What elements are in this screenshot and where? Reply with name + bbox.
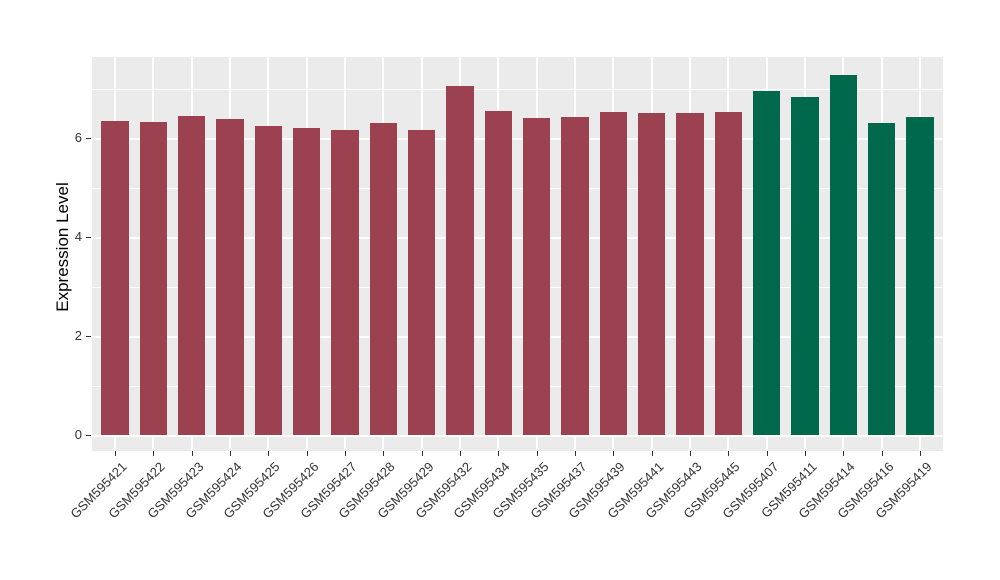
x-tick-mark-GSM595425 xyxy=(268,451,270,456)
major-gridline-y-6 xyxy=(92,137,943,140)
bar-GSM595441 xyxy=(637,113,666,435)
x-tick-mark-GSM595422 xyxy=(153,451,155,456)
bar-GSM595445 xyxy=(714,112,743,435)
minor-gridline-y-3 xyxy=(92,286,943,288)
bar-GSM595421 xyxy=(101,120,129,435)
bar-GSM595419 xyxy=(906,116,934,435)
bar-GSM595414 xyxy=(829,74,858,435)
y-tick-label-6: 6 xyxy=(74,130,82,145)
bar-GSM595443 xyxy=(676,113,704,435)
x-tick-mark-GSM595437 xyxy=(575,451,576,456)
x-tick-mark-GSM595435 xyxy=(536,451,538,456)
bar-GSM595429 xyxy=(407,130,436,435)
bar-GSM595407 xyxy=(752,91,781,435)
x-tick-mark-GSM595439 xyxy=(613,451,615,456)
x-tick-mark-GSM595421 xyxy=(115,451,116,456)
x-tick-mark-GSM595429 xyxy=(421,451,423,456)
x-tick-mark-GSM595419 xyxy=(920,451,921,456)
bar-GSM595435 xyxy=(522,118,551,435)
y-tick-mark-0 xyxy=(86,435,91,436)
x-tick-mark-GSM595414 xyxy=(843,451,845,456)
x-tick-mark-GSM595423 xyxy=(191,451,193,456)
bar-GSM595411 xyxy=(791,97,819,435)
bar-GSM595427 xyxy=(331,130,359,435)
major-gridline-y-4 xyxy=(92,236,943,239)
x-tick-mark-GSM595407 xyxy=(766,451,768,456)
bar-GSM595437 xyxy=(561,116,589,435)
major-gridline-y-2 xyxy=(92,335,943,338)
bar-GSM595422 xyxy=(139,122,168,435)
x-tick-mark-GSM595441 xyxy=(651,451,653,456)
bar-GSM595428 xyxy=(369,122,398,435)
x-tick-mark-GSM595427 xyxy=(345,451,346,456)
minor-gridline-y-1 xyxy=(92,385,943,387)
x-tick-mark-GSM595432 xyxy=(460,451,461,456)
x-tick-mark-GSM595445 xyxy=(728,451,730,456)
bar-GSM595423 xyxy=(177,115,206,435)
minor-gridline-y-7 xyxy=(92,88,943,90)
x-tick-mark-GSM595411 xyxy=(805,451,806,456)
y-tick-label-0: 0 xyxy=(74,427,82,442)
bar-GSM595434 xyxy=(484,111,513,435)
bar-GSM595425 xyxy=(254,126,283,435)
major-gridline-y-0 xyxy=(92,434,943,437)
y-tick-label-4: 4 xyxy=(74,229,82,244)
bar-GSM595424 xyxy=(216,119,244,435)
x-tick-mark-GSM595416 xyxy=(881,451,883,456)
plot-panel xyxy=(92,57,943,451)
y-axis-title: Expression Level xyxy=(53,182,72,312)
y-tick-label-2: 2 xyxy=(74,328,82,343)
minor-gridline-y-5 xyxy=(92,187,943,189)
bar-GSM595432 xyxy=(446,86,474,435)
y-tick-mark-2 xyxy=(86,336,91,337)
y-tick-mark-6 xyxy=(86,138,91,139)
x-tick-mark-GSM595428 xyxy=(383,451,385,456)
bar-GSM595426 xyxy=(292,128,321,435)
x-tick-mark-GSM595443 xyxy=(690,451,691,456)
y-tick-mark-4 xyxy=(86,237,91,238)
x-tick-mark-GSM595426 xyxy=(306,451,308,456)
bar-GSM595439 xyxy=(599,111,628,435)
x-tick-mark-GSM595434 xyxy=(498,451,500,456)
bar-GSM595416 xyxy=(867,122,896,435)
x-tick-mark-GSM595424 xyxy=(230,451,231,456)
